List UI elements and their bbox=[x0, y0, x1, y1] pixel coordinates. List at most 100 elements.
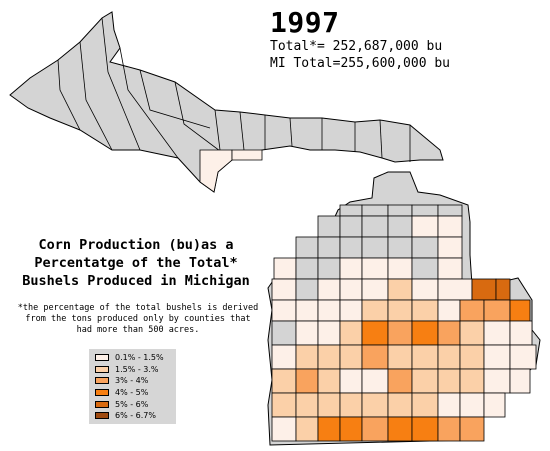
county-cell bbox=[387, 299, 413, 322]
county-cell bbox=[361, 236, 389, 259]
legend-label: 0.1% - 1.5% bbox=[115, 353, 164, 363]
county-cell bbox=[273, 257, 297, 280]
county-cell bbox=[361, 392, 389, 418]
county-cell bbox=[271, 278, 297, 301]
county-cell bbox=[317, 299, 341, 322]
county-cell bbox=[295, 320, 319, 346]
county-cell bbox=[361, 257, 389, 280]
county-cell bbox=[339, 368, 363, 394]
county-cell bbox=[483, 299, 511, 322]
county-cell bbox=[411, 215, 439, 238]
county-border bbox=[239, 111, 245, 151]
map-title-line-1: Corn Production (bu)as a bbox=[38, 237, 234, 253]
county-cell bbox=[411, 257, 439, 280]
map-year: 1997 bbox=[270, 6, 340, 39]
map-title: Corn Production (bu)as a Percentatge of … bbox=[4, 236, 268, 290]
map-title-line-3: Bushels Produced in Michigan bbox=[22, 273, 250, 289]
map-title-line-2: Percentatge of the Total* bbox=[34, 255, 238, 271]
county-cell bbox=[387, 416, 413, 442]
county-cell bbox=[361, 215, 389, 238]
county-cell bbox=[437, 204, 463, 217]
county-cell bbox=[437, 392, 461, 418]
county-cell bbox=[295, 368, 319, 394]
county-cell bbox=[411, 416, 439, 442]
county-cell bbox=[411, 204, 439, 217]
county-cell bbox=[459, 392, 485, 418]
county-cell bbox=[271, 392, 297, 418]
county-cell bbox=[317, 344, 341, 370]
county-cell bbox=[295, 416, 319, 442]
county-cell bbox=[459, 299, 485, 322]
county-cell bbox=[317, 392, 341, 418]
county-cell bbox=[317, 278, 341, 301]
county-border bbox=[379, 119, 383, 159]
county-cell bbox=[437, 215, 463, 238]
county-cell bbox=[339, 320, 363, 346]
county-cell bbox=[339, 257, 363, 280]
county-cell bbox=[411, 320, 439, 346]
county-cell bbox=[459, 344, 485, 370]
county-border bbox=[57, 59, 81, 131]
upper-peninsula-shape bbox=[9, 11, 444, 193]
county-cell bbox=[437, 320, 461, 346]
county-cell bbox=[387, 215, 413, 238]
legend-label: 1.5% - 3.% bbox=[115, 364, 159, 374]
county-cell bbox=[387, 320, 413, 346]
legend-label: 4% - 5% bbox=[115, 388, 149, 398]
county-cell bbox=[295, 344, 319, 370]
county-cell bbox=[509, 320, 533, 346]
county-cell bbox=[271, 344, 297, 370]
county-cell bbox=[459, 368, 485, 394]
county-cell bbox=[437, 416, 461, 442]
legend: 0.1% - 1.5% 1.5% - 3.% 3% - 4% 4% - 5% 5… bbox=[89, 349, 176, 424]
county-cell bbox=[295, 236, 319, 259]
county-cell bbox=[339, 344, 363, 370]
footnote-line-3: had more than 500 acres. bbox=[76, 325, 200, 335]
county-cell bbox=[437, 236, 463, 259]
county-cell bbox=[437, 368, 461, 394]
county-cell bbox=[483, 392, 506, 418]
county-cell bbox=[339, 204, 363, 217]
county-cell bbox=[437, 278, 473, 301]
county-border bbox=[119, 47, 179, 159]
county-cell bbox=[361, 416, 389, 442]
legend-item: 4% - 5% bbox=[95, 387, 176, 399]
county-cell bbox=[361, 204, 389, 217]
county-cell bbox=[471, 278, 497, 301]
county-cell bbox=[509, 344, 537, 370]
county-cell bbox=[199, 149, 233, 193]
county-border bbox=[174, 81, 233, 161]
county-cell bbox=[387, 236, 413, 259]
county-cell bbox=[411, 368, 439, 394]
county-border bbox=[101, 17, 141, 151]
county-cell bbox=[339, 215, 363, 238]
county-cell bbox=[411, 278, 439, 301]
legend-swatch bbox=[95, 412, 109, 420]
county-cell bbox=[295, 257, 319, 280]
county-cell bbox=[495, 278, 511, 301]
legend-item: 3% - 4% bbox=[95, 375, 176, 387]
total-bushels-label: Total*= 252,687,000 bu bbox=[270, 39, 443, 54]
county-cell bbox=[361, 299, 389, 322]
county-cell bbox=[411, 344, 439, 370]
county-cell bbox=[459, 416, 485, 442]
county-border bbox=[289, 117, 293, 147]
county-cell bbox=[387, 392, 413, 418]
legend-swatch bbox=[95, 400, 109, 408]
legend-swatch bbox=[95, 389, 109, 397]
legend-label: 6% - 6.7% bbox=[115, 411, 156, 421]
county-cell bbox=[387, 344, 413, 370]
county-cell bbox=[231, 149, 263, 161]
county-cell bbox=[483, 344, 511, 370]
county-cell bbox=[437, 344, 461, 370]
county-cell bbox=[361, 320, 389, 346]
footnote-line-2: from the tons produced only by counties … bbox=[25, 314, 251, 324]
county-cell bbox=[411, 392, 439, 418]
legend-swatch bbox=[95, 365, 109, 373]
county-cell bbox=[271, 368, 297, 394]
county-cell bbox=[411, 236, 439, 259]
county-cell bbox=[483, 320, 511, 346]
county-cell bbox=[317, 257, 341, 280]
